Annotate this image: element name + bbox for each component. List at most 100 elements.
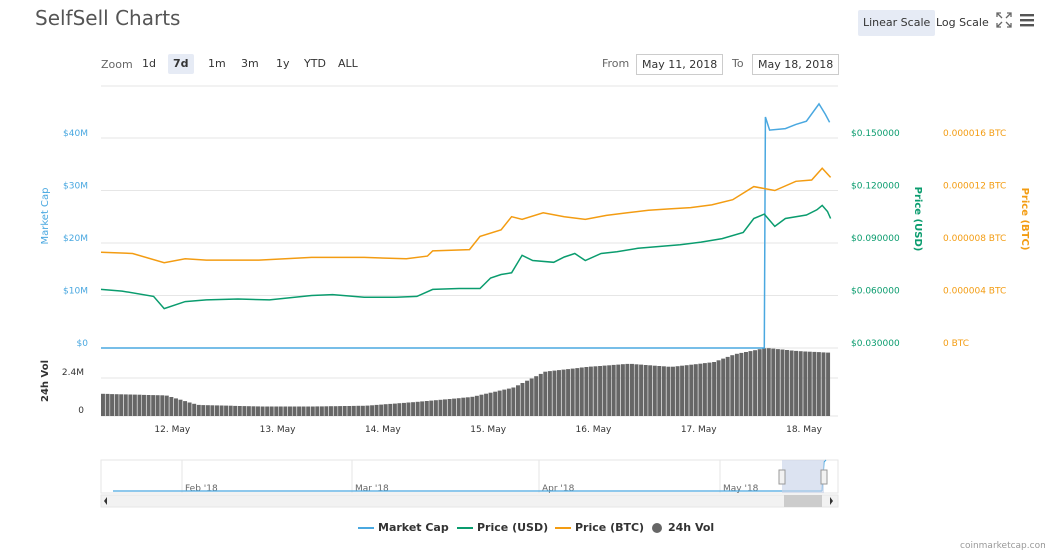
volume-bar [301, 406, 306, 416]
volume-bar [730, 355, 735, 416]
x-tick-label: 18. May [786, 425, 822, 435]
volume-bar [712, 362, 717, 416]
navigator-left-handle [778, 469, 786, 485]
volume-bar [379, 404, 384, 416]
volume-bar [292, 406, 297, 416]
legend-price-usd[interactable]: Price (USD) [457, 521, 548, 534]
from-label: From [602, 57, 630, 70]
price-btc-swatch [555, 526, 571, 529]
volume-bar [675, 366, 680, 416]
legend-24h-vol[interactable]: 24h Vol [652, 521, 714, 534]
volume-bar [438, 399, 443, 416]
volume-bar [479, 394, 484, 416]
volume-bar [105, 393, 110, 416]
volume-bar [356, 405, 361, 416]
volume-bar [456, 398, 461, 416]
navigator-tick-label: Apr '18 [542, 484, 575, 494]
volume-bar [785, 350, 789, 416]
volume-bar [424, 401, 429, 416]
volume-bar [461, 397, 466, 416]
volume-bar [630, 363, 634, 416]
volume-bar [557, 370, 561, 416]
zoom-ytd-button[interactable]: YTD [304, 57, 326, 70]
legend-price-btc[interactable]: Price (BTC) [555, 521, 644, 534]
volume-bar [246, 406, 251, 416]
volume-bar [164, 395, 169, 416]
price-usd-tick-label: $0.060000 [851, 287, 900, 297]
volume-bar [607, 365, 612, 416]
expand-icon[interactable] [996, 12, 1012, 32]
volume-bar [529, 378, 534, 416]
volume-tick-label: 0 [78, 406, 84, 416]
volume-bar [602, 365, 607, 416]
volume-bar [146, 395, 151, 416]
zoom-1m-button[interactable]: 1m [208, 57, 226, 70]
volume-bar [534, 376, 539, 416]
volume-bar [575, 368, 580, 416]
volume-bar [543, 371, 548, 416]
volume-bar [826, 352, 831, 416]
volume-bar [493, 391, 498, 416]
volume-bar [128, 394, 133, 416]
volume-bar [789, 350, 794, 416]
legend-24h-vol-label: 24h Vol [668, 521, 715, 534]
log-scale-button[interactable]: Log Scale [936, 16, 989, 29]
zoom-3m-button[interactable]: 3m [241, 57, 259, 70]
volume-bar [561, 369, 566, 416]
volume-bar [771, 348, 776, 416]
price-usd-swatch [457, 526, 473, 529]
volume-bar [110, 394, 115, 416]
volume-bar [611, 364, 616, 416]
from-date-input[interactable]: May 11, 2018 [636, 54, 724, 75]
volume-bar [278, 406, 283, 416]
volume-bar [721, 358, 726, 416]
volume-bar [465, 397, 470, 416]
volume-bar [775, 349, 780, 416]
volume-bar [192, 403, 197, 416]
volume-bar [383, 404, 388, 416]
volume-bar [265, 406, 270, 416]
volume-bar [219, 405, 224, 416]
price-btc-tick-label: 0.000012 BTC [943, 182, 1006, 192]
volume-bar [753, 350, 758, 416]
volume-bar [488, 392, 493, 416]
volume-bar [251, 406, 256, 416]
market-cap-axis-title: Market Cap [40, 187, 51, 244]
legend-market-cap[interactable]: Market Cap [358, 521, 449, 534]
navigator-tick-label: May '18 [723, 484, 759, 494]
scrollbar-track [100, 494, 839, 508]
volume-bar [324, 406, 329, 416]
volume-bar [443, 399, 447, 416]
to-date-input[interactable]: May 18, 2018 [752, 54, 840, 75]
volume-bar [648, 365, 653, 416]
hamburger-menu-icon[interactable] [1019, 12, 1035, 32]
volume-bar [657, 366, 662, 416]
zoom-7d-button[interactable]: 7d [168, 54, 194, 74]
zoom-1d-button[interactable]: 1d [142, 57, 156, 70]
volume-bar [433, 400, 438, 416]
volume-bar [702, 363, 707, 416]
volume-bar [370, 405, 375, 416]
volume-bar [114, 394, 119, 416]
volume-bar [707, 362, 712, 416]
volume-bar [525, 380, 530, 416]
volume-axis-title: 24h Vol [40, 360, 51, 402]
volume-bar [812, 351, 817, 416]
volume-bar [237, 406, 242, 416]
volume-bar [497, 390, 502, 416]
market-cap-swatch [358, 526, 374, 529]
volume-bar [429, 400, 434, 416]
price-btc-tick-label: 0.000004 BTC [943, 287, 1006, 297]
linear-scale-button[interactable]: Linear Scale [858, 10, 936, 36]
chart-legend: Market Cap Price (USD) Price (BTC) 24h V… [0, 521, 1045, 539]
zoom-1y-button[interactable]: 1y [276, 57, 290, 70]
navigator-series-spike [821, 459, 827, 492]
volume-bar [415, 401, 420, 416]
volume-bar [174, 398, 178, 416]
scroll-right-arrow [830, 497, 833, 505]
volume-bar [598, 366, 603, 416]
volume-bar [333, 406, 338, 416]
zoom-all-button[interactable]: ALL [338, 57, 358, 70]
price-btc-tick-label: 0 BTC [943, 339, 969, 349]
